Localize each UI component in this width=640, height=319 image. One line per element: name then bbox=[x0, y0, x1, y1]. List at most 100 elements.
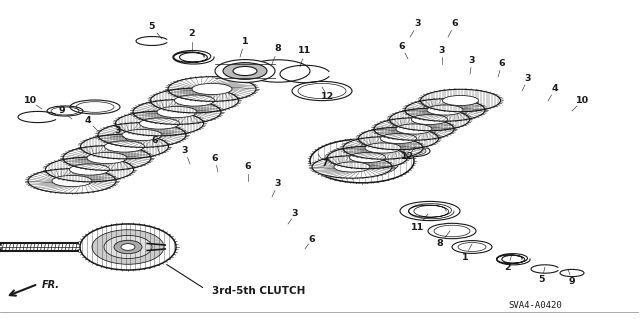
Text: 6: 6 bbox=[308, 234, 316, 243]
Ellipse shape bbox=[51, 107, 79, 115]
Ellipse shape bbox=[394, 145, 430, 157]
Text: 11: 11 bbox=[298, 47, 312, 56]
Ellipse shape bbox=[92, 230, 164, 264]
Ellipse shape bbox=[348, 155, 376, 167]
Ellipse shape bbox=[452, 241, 492, 253]
Text: 3: 3 bbox=[468, 56, 476, 65]
Ellipse shape bbox=[405, 203, 455, 219]
Ellipse shape bbox=[26, 168, 118, 194]
Ellipse shape bbox=[340, 136, 426, 160]
Text: 1: 1 bbox=[242, 36, 248, 46]
Ellipse shape bbox=[148, 87, 241, 114]
Ellipse shape bbox=[169, 50, 215, 64]
Ellipse shape bbox=[246, 60, 310, 82]
Ellipse shape bbox=[396, 124, 432, 134]
Ellipse shape bbox=[337, 151, 387, 172]
Ellipse shape bbox=[114, 240, 142, 254]
Text: 5: 5 bbox=[148, 23, 156, 32]
Ellipse shape bbox=[371, 117, 456, 141]
Ellipse shape bbox=[47, 106, 83, 116]
Text: 1: 1 bbox=[461, 253, 468, 262]
Text: 3: 3 bbox=[439, 47, 445, 56]
Ellipse shape bbox=[157, 107, 197, 118]
Ellipse shape bbox=[113, 110, 206, 137]
Ellipse shape bbox=[418, 89, 503, 112]
Ellipse shape bbox=[365, 143, 401, 153]
Text: 2: 2 bbox=[505, 263, 511, 271]
Text: 4: 4 bbox=[552, 85, 558, 93]
Ellipse shape bbox=[349, 152, 385, 163]
Ellipse shape bbox=[215, 60, 275, 82]
Ellipse shape bbox=[531, 265, 559, 273]
Ellipse shape bbox=[140, 118, 179, 129]
Ellipse shape bbox=[458, 242, 486, 251]
Ellipse shape bbox=[427, 105, 463, 115]
Ellipse shape bbox=[280, 65, 330, 83]
Text: 3: 3 bbox=[115, 127, 121, 136]
Ellipse shape bbox=[292, 81, 352, 100]
Text: 9: 9 bbox=[569, 277, 575, 286]
Ellipse shape bbox=[70, 164, 109, 175]
Ellipse shape bbox=[493, 253, 531, 265]
Text: 7: 7 bbox=[322, 160, 328, 168]
Ellipse shape bbox=[434, 225, 470, 237]
Text: 3: 3 bbox=[275, 180, 281, 189]
Ellipse shape bbox=[310, 155, 394, 179]
Ellipse shape bbox=[403, 98, 488, 122]
Ellipse shape bbox=[412, 115, 447, 124]
Ellipse shape bbox=[560, 270, 584, 277]
Ellipse shape bbox=[398, 146, 426, 155]
Text: 3: 3 bbox=[525, 75, 531, 84]
Ellipse shape bbox=[324, 145, 400, 177]
Ellipse shape bbox=[381, 133, 417, 144]
Ellipse shape bbox=[131, 99, 223, 125]
Ellipse shape bbox=[76, 102, 114, 112]
Text: 6: 6 bbox=[212, 154, 218, 164]
Text: 10: 10 bbox=[575, 97, 589, 106]
Ellipse shape bbox=[122, 130, 162, 141]
Ellipse shape bbox=[52, 175, 92, 187]
Text: 3: 3 bbox=[182, 146, 188, 155]
Ellipse shape bbox=[192, 83, 232, 95]
Ellipse shape bbox=[442, 95, 479, 106]
Ellipse shape bbox=[78, 133, 171, 160]
Text: 3rd-5th CLUTCH: 3rd-5th CLUTCH bbox=[212, 286, 305, 296]
Text: SVA4-A0420: SVA4-A0420 bbox=[508, 300, 562, 309]
Ellipse shape bbox=[175, 95, 214, 106]
Ellipse shape bbox=[223, 63, 267, 79]
Ellipse shape bbox=[76, 222, 181, 272]
Ellipse shape bbox=[387, 108, 472, 131]
Text: 12: 12 bbox=[401, 152, 415, 161]
Ellipse shape bbox=[400, 201, 460, 221]
Text: 6: 6 bbox=[399, 42, 405, 51]
Text: 8: 8 bbox=[436, 240, 444, 249]
Text: 12: 12 bbox=[321, 93, 335, 101]
Text: 11: 11 bbox=[412, 222, 424, 232]
Text: 6: 6 bbox=[244, 162, 252, 172]
Ellipse shape bbox=[87, 152, 127, 164]
Text: 5: 5 bbox=[539, 275, 545, 284]
Ellipse shape bbox=[325, 145, 410, 169]
Text: 10: 10 bbox=[24, 97, 36, 106]
Ellipse shape bbox=[406, 203, 454, 219]
Ellipse shape bbox=[121, 244, 135, 250]
Ellipse shape bbox=[104, 235, 152, 258]
Text: 6: 6 bbox=[499, 60, 506, 69]
Text: 8: 8 bbox=[275, 44, 282, 54]
Ellipse shape bbox=[104, 141, 145, 152]
Ellipse shape bbox=[43, 157, 136, 182]
Text: 9: 9 bbox=[59, 107, 65, 115]
Ellipse shape bbox=[355, 158, 369, 164]
Ellipse shape bbox=[18, 111, 58, 122]
Text: 4: 4 bbox=[84, 116, 92, 125]
Text: 3: 3 bbox=[415, 19, 421, 28]
Text: 6: 6 bbox=[452, 19, 458, 28]
Ellipse shape bbox=[70, 100, 120, 114]
Ellipse shape bbox=[233, 66, 257, 76]
Ellipse shape bbox=[356, 127, 441, 150]
Ellipse shape bbox=[61, 145, 154, 171]
Ellipse shape bbox=[428, 223, 476, 239]
Ellipse shape bbox=[304, 137, 420, 185]
Text: 2: 2 bbox=[189, 29, 195, 39]
Text: FR.: FR. bbox=[42, 280, 60, 290]
